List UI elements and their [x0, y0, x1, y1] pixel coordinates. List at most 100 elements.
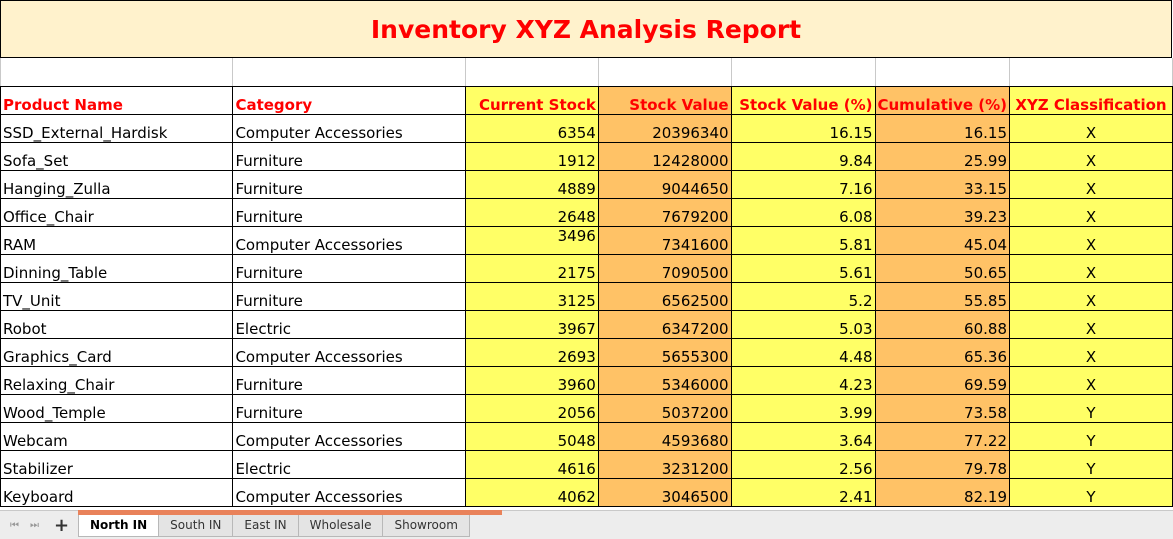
stock-value-pct-cell[interactable]: 3.64 — [730, 421, 876, 451]
stock-value-cell[interactable]: 20396340 — [597, 113, 732, 143]
header-cumulative-pct[interactable]: Cumulative (%) — [874, 85, 1010, 115]
current-stock-cell[interactable]: 1912 — [464, 141, 599, 171]
current-stock-cell[interactable]: 2648 — [464, 197, 599, 227]
xyz-classification-cell[interactable]: X — [1009, 197, 1173, 227]
product-name-cell[interactable]: Webcam — [0, 421, 234, 451]
cumulative-pct-cell[interactable]: 73.58 — [874, 393, 1010, 423]
category-cell[interactable]: Electric — [232, 309, 466, 339]
current-stock-cell[interactable]: 3125 — [464, 281, 599, 311]
product-name-cell[interactable]: TV_Unit — [0, 281, 234, 311]
sheet-tab-north-in[interactable]: North IN — [78, 515, 160, 537]
stock-value-pct-cell[interactable]: 4.48 — [730, 337, 876, 367]
cumulative-pct-cell[interactable]: 33.15 — [874, 169, 1010, 199]
add-sheet-button[interactable]: + — [54, 515, 70, 536]
product-name-cell[interactable]: Robot — [0, 309, 234, 339]
stock-value-pct-cell[interactable]: 9.84 — [730, 141, 876, 171]
header-xyz-classification[interactable]: XYZ Classification — [1009, 85, 1173, 115]
stock-value-pct-cell[interactable]: 5.03 — [730, 309, 876, 339]
xyz-classification-cell[interactable]: X — [1009, 309, 1173, 339]
xyz-classification-cell[interactable]: X — [1009, 281, 1173, 311]
cumulative-pct-cell[interactable]: 65.36 — [874, 337, 1010, 367]
category-cell[interactable]: Computer Accessories — [232, 477, 466, 507]
cumulative-pct-cell[interactable]: 69.59 — [874, 365, 1010, 395]
product-name-cell[interactable]: Sofa_Set — [0, 141, 234, 171]
cell[interactable] — [464, 58, 599, 87]
header-stock-value-pct[interactable]: Stock Value (%) — [730, 85, 876, 115]
product-name-cell[interactable]: Stabilizer — [0, 449, 234, 479]
xyz-classification-cell[interactable]: X — [1009, 337, 1173, 367]
last-sheet-icon[interactable]: ⏭ — [30, 520, 39, 531]
cell[interactable] — [730, 58, 876, 87]
product-name-cell[interactable]: Dinning_Table — [0, 253, 234, 283]
cumulative-pct-cell[interactable]: 45.04 — [874, 225, 1010, 255]
category-cell[interactable]: Furniture — [232, 393, 466, 423]
header-current-stock[interactable]: Current Stock — [464, 85, 599, 115]
cell[interactable] — [0, 58, 234, 87]
stock-value-cell[interactable]: 3046500 — [597, 477, 732, 507]
stock-value-cell[interactable]: 3231200 — [597, 449, 732, 479]
current-stock-cell[interactable]: 4616 — [464, 449, 599, 479]
stock-value-cell[interactable]: 5655300 — [597, 337, 732, 367]
cumulative-pct-cell[interactable]: 82.19 — [874, 477, 1010, 507]
stock-value-cell[interactable]: 9044650 — [597, 169, 732, 199]
stock-value-cell[interactable]: 5346000 — [597, 365, 732, 395]
sheet-tab-east-in[interactable]: East IN — [232, 515, 299, 537]
category-cell[interactable]: Computer Accessories — [232, 337, 466, 367]
category-cell[interactable]: Furniture — [232, 281, 466, 311]
category-cell[interactable]: Computer Accessories — [232, 225, 466, 255]
header-category[interactable]: Category — [232, 85, 466, 115]
category-cell[interactable]: Electric — [232, 449, 466, 479]
xyz-classification-cell[interactable]: X — [1009, 365, 1173, 395]
current-stock-cell[interactable]: 2693 — [464, 337, 599, 367]
xyz-classification-cell[interactable]: Y — [1009, 421, 1173, 451]
category-cell[interactable]: Furniture — [232, 253, 466, 283]
product-name-cell[interactable]: Hanging_Zulla — [0, 169, 234, 199]
stock-value-pct-cell[interactable]: 6.08 — [730, 197, 876, 227]
current-stock-cell[interactable]: 3496 — [464, 225, 599, 255]
stock-value-cell[interactable]: 5037200 — [597, 393, 732, 423]
first-sheet-icon[interactable]: ⏮ — [10, 520, 19, 531]
stock-value-cell[interactable]: 7090500 — [597, 253, 732, 283]
category-cell[interactable]: Furniture — [232, 169, 466, 199]
stock-value-pct-cell[interactable]: 3.99 — [730, 393, 876, 423]
stock-value-pct-cell[interactable]: 4.23 — [730, 365, 876, 395]
product-name-cell[interactable]: Wood_Temple — [0, 393, 234, 423]
stock-value-cell[interactable]: 7341600 — [597, 225, 732, 255]
xyz-classification-cell[interactable]: X — [1009, 141, 1173, 171]
current-stock-cell[interactable]: 3960 — [464, 365, 599, 395]
cumulative-pct-cell[interactable]: 50.65 — [874, 253, 1010, 283]
report-title-cell[interactable]: Inventory XYZ Analysis Report — [0, 0, 1172, 58]
cumulative-pct-cell[interactable]: 16.15 — [874, 113, 1010, 143]
product-name-cell[interactable]: Office_Chair — [0, 197, 234, 227]
current-stock-cell[interactable]: 2175 — [464, 253, 599, 283]
current-stock-cell[interactable]: 4889 — [464, 169, 599, 199]
current-stock-cell[interactable]: 2056 — [464, 393, 599, 423]
product-name-cell[interactable]: Graphics_Card — [0, 337, 234, 367]
xyz-classification-cell[interactable]: Y — [1009, 393, 1173, 423]
header-stock-value[interactable]: Stock Value — [597, 85, 732, 115]
cell[interactable] — [1009, 58, 1173, 87]
current-stock-cell[interactable]: 3967 — [464, 309, 599, 339]
stock-value-pct-cell[interactable]: 2.56 — [730, 449, 876, 479]
horizontal-scrollbar[interactable] — [78, 510, 502, 515]
stock-value-pct-cell[interactable]: 7.16 — [730, 169, 876, 199]
category-cell[interactable]: Computer Accessories — [232, 421, 466, 451]
stock-value-cell[interactable]: 6562500 — [597, 281, 732, 311]
stock-value-pct-cell[interactable]: 5.81 — [730, 225, 876, 255]
category-cell[interactable]: Furniture — [232, 141, 466, 171]
cumulative-pct-cell[interactable]: 77.22 — [874, 421, 1010, 451]
product-name-cell[interactable]: SSD_External_Hardisk — [0, 113, 234, 143]
cumulative-pct-cell[interactable]: 79.78 — [874, 449, 1010, 479]
current-stock-cell[interactable]: 6354 — [464, 113, 599, 143]
xyz-classification-cell[interactable]: Y — [1009, 449, 1173, 479]
stock-value-pct-cell[interactable]: 5.61 — [730, 253, 876, 283]
stock-value-cell[interactable]: 12428000 — [597, 141, 732, 171]
stock-value-cell[interactable]: 4593680 — [597, 421, 732, 451]
sheet-tab-showroom[interactable]: Showroom — [382, 515, 470, 537]
stock-value-pct-cell[interactable]: 16.15 — [730, 113, 876, 143]
xyz-classification-cell[interactable]: Y — [1009, 477, 1173, 507]
category-cell[interactable]: Furniture — [232, 197, 466, 227]
cell[interactable] — [232, 58, 466, 87]
stock-value-pct-cell[interactable]: 5.2 — [730, 281, 876, 311]
xyz-classification-cell[interactable]: X — [1009, 169, 1173, 199]
